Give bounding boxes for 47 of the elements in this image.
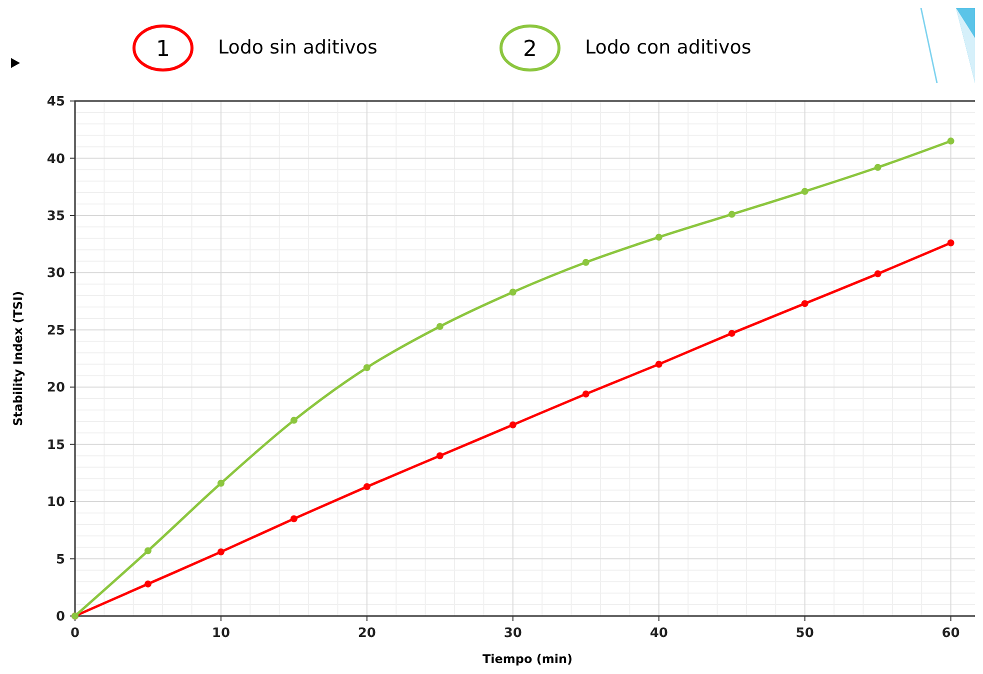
y-axis-title: Stability Index (TSI) — [11, 290, 25, 426]
x-tick-label: 30 — [504, 626, 522, 641]
point — [655, 234, 662, 241]
x-axis-title: Tiempo (min) — [482, 652, 573, 666]
point — [290, 416, 298, 424]
point — [947, 138, 954, 145]
y-tick-label: 40 — [46, 152, 65, 167]
point — [217, 480, 224, 487]
point — [728, 330, 736, 337]
point — [363, 483, 370, 490]
x-tick-label: 60 — [942, 626, 960, 641]
x-tick-label: 50 — [796, 626, 814, 641]
point — [217, 548, 224, 556]
point — [947, 239, 954, 246]
y-tick-label: 10 — [46, 495, 65, 510]
y-tick-label: 30 — [46, 266, 65, 282]
point — [874, 164, 882, 171]
text: 2 — [523, 36, 537, 62]
x-tick-label: 0 — [70, 626, 80, 641]
point — [728, 210, 736, 218]
legend-label: Lodo con aditivos — [585, 36, 752, 59]
x-tick-label: 40 — [650, 626, 668, 641]
legend-label: Lodo sin aditivos — [218, 36, 378, 59]
y-tick-label: 5 — [56, 552, 65, 568]
y-tick-label: 35 — [46, 208, 65, 224]
point — [509, 288, 516, 296]
point — [436, 322, 444, 330]
y-tick-label: 15 — [46, 438, 65, 453]
point — [582, 258, 590, 266]
point — [144, 547, 152, 554]
point — [509, 421, 516, 428]
y-tick-label: 0 — [56, 610, 65, 625]
point — [655, 360, 662, 368]
point — [801, 300, 808, 308]
y-tick-label: 20 — [46, 380, 65, 396]
point — [436, 452, 444, 460]
point — [144, 580, 152, 588]
point — [874, 270, 882, 278]
point — [363, 364, 370, 372]
point — [290, 515, 298, 522]
y-tick-label: 45 — [46, 94, 65, 110]
point — [582, 390, 590, 398]
y-tick-label: 25 — [46, 323, 65, 338]
text: 1 — [156, 36, 170, 62]
point — [801, 188, 808, 195]
x-tick-label: 20 — [358, 626, 376, 641]
x-tick-label: 10 — [212, 626, 230, 641]
